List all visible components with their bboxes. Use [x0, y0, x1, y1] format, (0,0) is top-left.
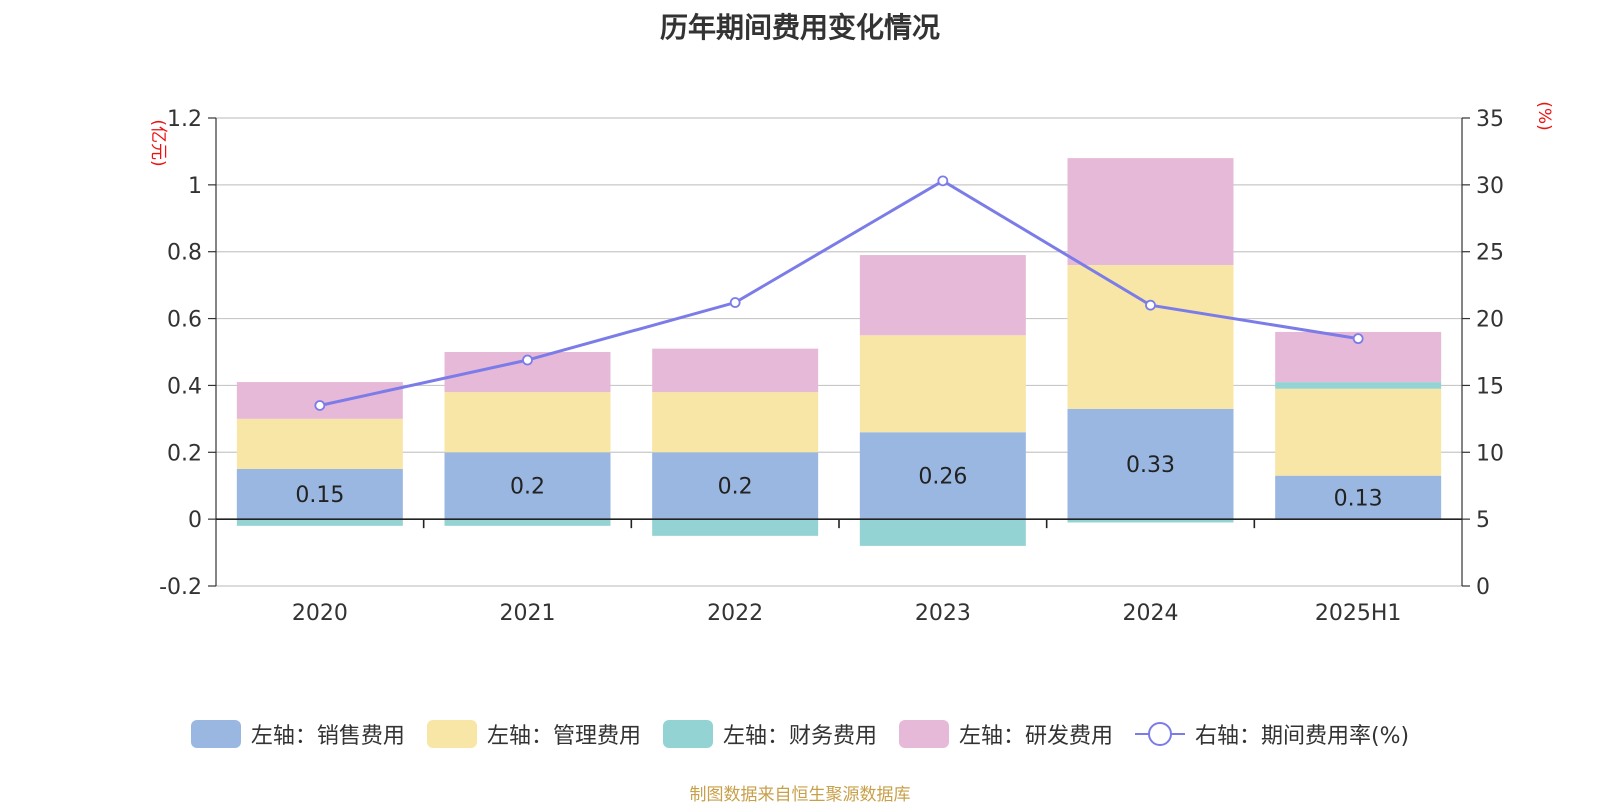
legend-label-rate: 右轴：期间费用率(%)	[1194, 724, 1410, 749]
right-axis-tick-label: 15	[1476, 374, 1504, 399]
bar-segment	[444, 452, 611, 520]
left-axis-tick-label: 0.8	[167, 241, 202, 266]
bar-data-label: 0.26	[918, 465, 967, 490]
right-axis-tick-label: 10	[1476, 441, 1504, 466]
rate-point	[1145, 299, 1156, 311]
legend-label-finance: 左轴：财务费用	[722, 724, 877, 749]
rate-point	[1352, 333, 1364, 345]
legend-label-admin: 左轴：管理费用	[486, 724, 641, 749]
rate-point	[937, 175, 949, 187]
rate-point	[522, 354, 533, 366]
x-axis-tick-label: 2021	[500, 601, 556, 626]
legend-item-rnd[interactable]: 左轴：研发费用	[898, 718, 1113, 750]
bar-segment	[1067, 408, 1234, 520]
left-axis-tick-label: 0.4	[167, 374, 202, 399]
legend-item-sales[interactable]: 左轴：销售费用	[190, 718, 405, 750]
left-axis-tick-label: 0.2	[167, 441, 202, 466]
right-axis-tick-label: 25	[1476, 241, 1504, 266]
left-axis-tick-label: 1.2	[167, 107, 202, 132]
bar-segment	[859, 335, 1026, 433]
rate-line-path	[319, 179, 1359, 407]
bar-data-label: 0.13	[1334, 486, 1383, 511]
rate-point	[729, 297, 741, 308]
bar-segment	[236, 469, 403, 520]
right-axis-unit: (%)	[1534, 101, 1554, 130]
bar-segment	[652, 348, 819, 393]
bar-segment	[1067, 519, 1234, 523]
bar-segment	[652, 452, 819, 520]
bar-segment	[859, 255, 1026, 336]
legend-item-rate[interactable]: 右轴：期间费用率(%)	[1134, 718, 1410, 750]
bar-segment	[652, 519, 819, 536]
bar-data-label: 0.33	[1126, 453, 1175, 478]
legend-swatch-rnd	[898, 720, 949, 748]
rate-point	[314, 400, 326, 411]
rate-line	[314, 175, 1364, 411]
data-source-note: 制图数据来自恒生聚源数据库	[689, 785, 911, 805]
bar-data-label: 0.15	[295, 483, 344, 508]
legend-item-finance[interactable]: 左轴：财务费用	[662, 718, 877, 750]
left-axis-unit: (亿元)	[148, 119, 168, 166]
legend-swatch-admin	[426, 720, 477, 748]
legend-label-sales: 左轴：销售费用	[250, 724, 405, 749]
x-axis-tick-label: 2025H1	[1315, 601, 1402, 626]
right-axis-tick-label: 35	[1476, 107, 1504, 132]
legend: 左轴：销售费用 左轴：管理费用 左轴：财务费用 左轴：研发费用 右轴：期间费用率…	[0, 718, 1600, 750]
bar-segment	[1275, 382, 1442, 389]
bar-segment	[1275, 475, 1442, 520]
legend-item-admin[interactable]: 左轴：管理费用	[426, 718, 641, 750]
axes: -0.2 0 0.2 0.4 0.6 0.8 1 1.2 0 5 10 15 20 25 30 35 2020 2…	[159, 107, 1504, 626]
left-axis-tick-label: 0	[188, 508, 202, 533]
chart-title: 历年期间费用变化情况	[659, 11, 940, 44]
bar-segment	[1275, 388, 1442, 476]
bar-segment	[1067, 265, 1234, 409]
bar-segment	[236, 519, 403, 526]
x-axis-tick-label: 2020	[292, 601, 348, 626]
bar-data-label: 0.2	[718, 475, 753, 500]
x-axis-tick-label: 2022	[707, 601, 763, 626]
bar-segment	[652, 392, 819, 453]
left-axis-tick-label: 0.6	[167, 308, 202, 333]
legend-swatch-finance	[662, 720, 713, 748]
left-axis-tick-label: -0.2	[159, 575, 202, 600]
legend-swatch-rate	[1134, 720, 1185, 748]
bar-data-label: 0.2	[510, 475, 545, 500]
legend-label-rnd: 左轴：研发费用	[958, 724, 1113, 749]
bar-segment	[236, 418, 403, 469]
right-axis-tick-label: 5	[1476, 508, 1490, 533]
bar-segment	[859, 519, 1026, 546]
bar-segment	[444, 519, 611, 526]
left-axis-tick-label: 1	[188, 174, 202, 199]
bar-segment	[1067, 158, 1234, 266]
gridlines	[216, 117, 1462, 587]
right-axis-tick-label: 20	[1476, 308, 1504, 333]
right-axis-tick-label: 0	[1476, 575, 1490, 600]
x-axis-tick-label: 2023	[915, 601, 971, 626]
right-axis-tick-label: 30	[1476, 174, 1504, 199]
legend-swatch-sales	[190, 720, 241, 748]
bar-segment	[444, 392, 611, 453]
bar-segment	[859, 432, 1026, 520]
x-axis-tick-label: 2024	[1123, 601, 1179, 626]
bars: 0.15 0.2 0.2 0.26 0.33 0.13	[236, 158, 1442, 546]
